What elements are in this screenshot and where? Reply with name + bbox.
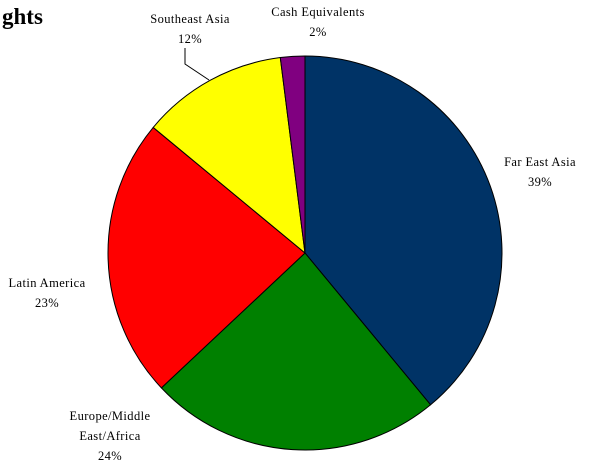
pie-slice-cash-equivalents [279, 55, 306, 254]
pie-slice-europe-middle-east-africa [160, 252, 432, 451]
pie-slice-far-east-asia [304, 55, 503, 406]
slice-label-latin-america: Latin America 23% [8, 276, 85, 310]
slice-labels: Far East Asia 39% Europe/Middle East/Africa… [8, 5, 576, 463]
slice-label-cash-equivalents: Cash Equivalents 2% [271, 5, 365, 39]
slice-label-far-east-asia: Far East Asia 39% [504, 155, 576, 189]
pie-slice-latin-america [107, 126, 306, 389]
slice-label-southeast-asia: Southeast Asia 12% [150, 12, 230, 46]
pie-slice-southeast-asia [152, 57, 306, 254]
slice-label-europe-middle-east-africa: Europe/Middle East/Africa 24% [70, 409, 151, 463]
pie-slices [107, 55, 503, 451]
leader-lines [184, 48, 210, 81]
chart-title: ghts [2, 4, 43, 29]
leader-line-southeast-asia [184, 48, 210, 81]
